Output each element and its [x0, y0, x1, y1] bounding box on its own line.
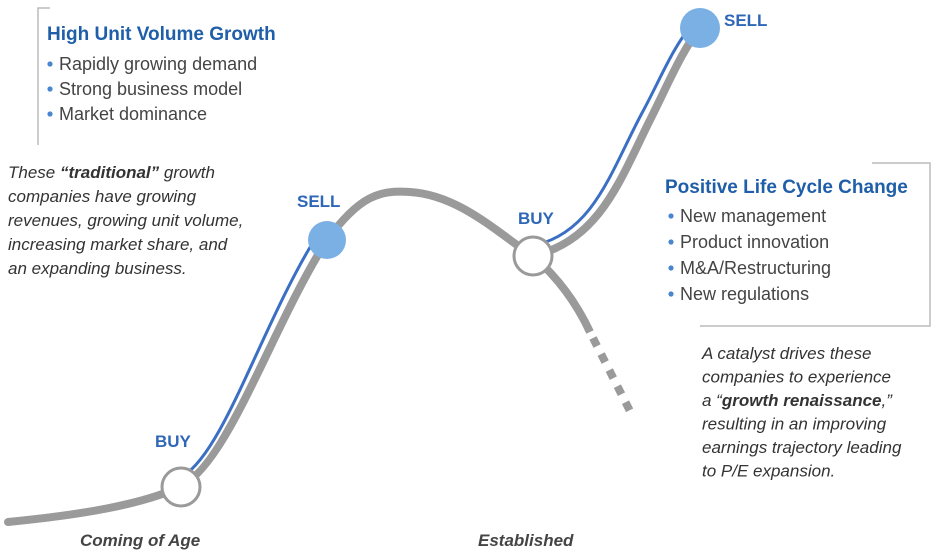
- note-line: resulting in an improving: [702, 415, 887, 434]
- renaissance-curve: [532, 19, 708, 260]
- buy-marker: [160, 466, 202, 508]
- note-text: ,”: [882, 391, 894, 410]
- note-text: companies to experience: [702, 368, 891, 387]
- note-text: to P/E expansion.: [702, 462, 835, 481]
- bullet-text: Rapidly growing demand: [59, 54, 257, 74]
- note-line: an expanding business.: [8, 259, 187, 278]
- buy-marker: [512, 235, 554, 277]
- bullet-dot: [47, 111, 53, 117]
- bullet-dot: [668, 213, 674, 219]
- note-line: increasing market share, and: [8, 235, 228, 254]
- bullet-dot: [668, 265, 674, 271]
- left-bracket: [37, 7, 50, 145]
- note-text: earnings trajectory leading: [702, 438, 902, 457]
- lifecycle-curve: [4, 187, 537, 526]
- note-text: These: [8, 163, 60, 182]
- bullet-dot: [668, 291, 674, 297]
- right-bracket: [700, 162, 931, 327]
- bullet-dot: [668, 239, 674, 245]
- bullet-text: Product innovation: [680, 232, 829, 252]
- bullet-text: New regulations: [680, 284, 809, 304]
- box-title: High Unit Volume Growth: [47, 24, 276, 45]
- note-line: revenues, growing unit volume,: [8, 211, 243, 230]
- note-text: increasing market share, and: [8, 235, 228, 254]
- marker-label: SELL: [724, 11, 767, 30]
- note-line: These “traditional” growth: [8, 163, 215, 182]
- sell-marker: [308, 221, 346, 259]
- note-emphasis: growth renaissance: [721, 391, 882, 410]
- bullet-dot: [47, 86, 53, 92]
- stage-label: Established: [478, 531, 574, 550]
- box-title: Positive Life Cycle Change: [665, 177, 908, 198]
- note-line: A catalyst drives these: [701, 344, 871, 363]
- note-text: A catalyst drives these: [701, 344, 871, 363]
- note-text: an expanding business.: [8, 259, 187, 278]
- stage-label: Coming of Age: [80, 531, 200, 550]
- note-line: earnings trajectory leading: [702, 438, 902, 457]
- marker-label: SELL: [297, 192, 340, 211]
- note-line: companies to experience: [702, 368, 891, 387]
- note-text: a “: [702, 391, 723, 410]
- bullet-dot: [47, 61, 53, 67]
- note-line: to P/E expansion.: [702, 462, 835, 481]
- marker-label: BUY: [155, 432, 192, 451]
- bullet-text: New management: [680, 206, 826, 226]
- note-text: resulting in an improving: [702, 415, 887, 434]
- note-text: growth: [159, 163, 215, 182]
- bullet-text: M&A/Restructuring: [680, 258, 831, 278]
- decline-dots: [589, 336, 636, 417]
- bullet-text: Market dominance: [59, 104, 207, 124]
- note-line: companies have growing: [8, 187, 197, 206]
- note-text: revenues, growing unit volume,: [8, 211, 243, 230]
- marker-label: BUY: [518, 209, 555, 228]
- note-emphasis: “traditional”: [60, 163, 160, 182]
- note-text: companies have growing: [8, 187, 197, 206]
- bullet-text: Strong business model: [59, 79, 242, 99]
- sell-marker: [680, 8, 720, 48]
- note-line: a “growth renaissance,”: [702, 391, 893, 410]
- highlight: [181, 19, 697, 479]
